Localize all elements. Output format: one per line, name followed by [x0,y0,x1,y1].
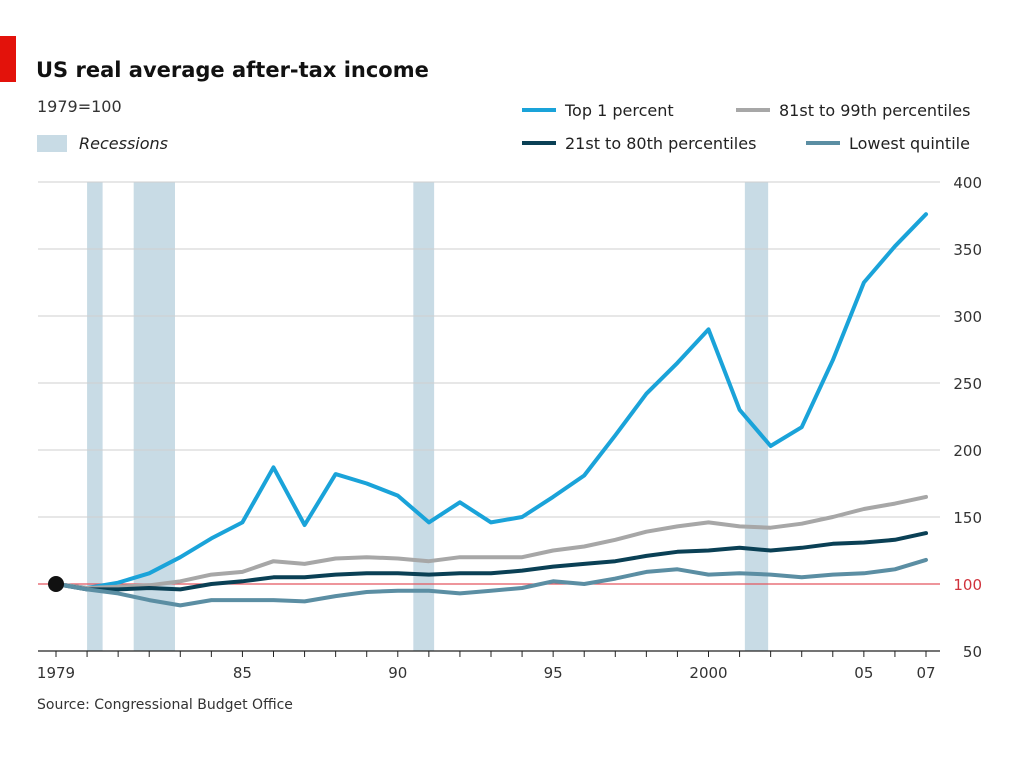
x-tick-label: 85 [233,664,252,682]
legend: Top 1 percent 81st to 99th percentiles 21s… [37,101,970,153]
x-tick-label: 1979 [37,664,75,682]
series-line [54,557,928,608]
y-tick-label: 200 [953,442,982,460]
y-tick-label: 350 [953,241,982,259]
brand-tag [0,36,16,82]
x-tick-label: 07 [916,664,935,682]
start-marker [48,576,64,592]
y-tick-label: 150 [953,509,982,527]
legend-label: 21st to 80th percentiles [565,134,756,153]
x-tick-label: 2000 [689,664,727,682]
recession-band [413,182,435,651]
source-note: Source: Congressional Budget Office [37,697,293,713]
y-tick-label: 50 [963,643,982,661]
legend-label: Lowest quintile [849,134,970,153]
series-lines [48,212,928,608]
series-line [54,212,928,590]
legend-label: 81st to 99th percentiles [779,101,970,120]
recession-band [133,182,176,651]
series-line [54,531,928,592]
recession-band [744,182,769,651]
chart-title: US real average after-tax income [36,58,429,82]
axes: 50 100 150 200 250 300 350 400 1979 85 90 95 2000 05 0… [37,174,982,682]
x-tick-label: 90 [388,664,407,682]
series-line [54,494,928,590]
x-tick-label: 05 [854,664,873,682]
y-tick-label: 250 [953,375,982,393]
gridlines [38,181,940,585]
recession-band [87,182,103,651]
y-tick-label: 300 [953,308,982,326]
legend-recession-swatch [37,135,67,152]
x-tick-label: 95 [544,664,563,682]
y-tick-label: 100 [953,576,982,594]
legend-label: Top 1 percent [564,101,674,120]
chart-subtitle: 1979=100 [37,97,122,116]
y-tick-label: 400 [953,174,982,192]
legend-recession-label: Recessions [79,134,168,153]
